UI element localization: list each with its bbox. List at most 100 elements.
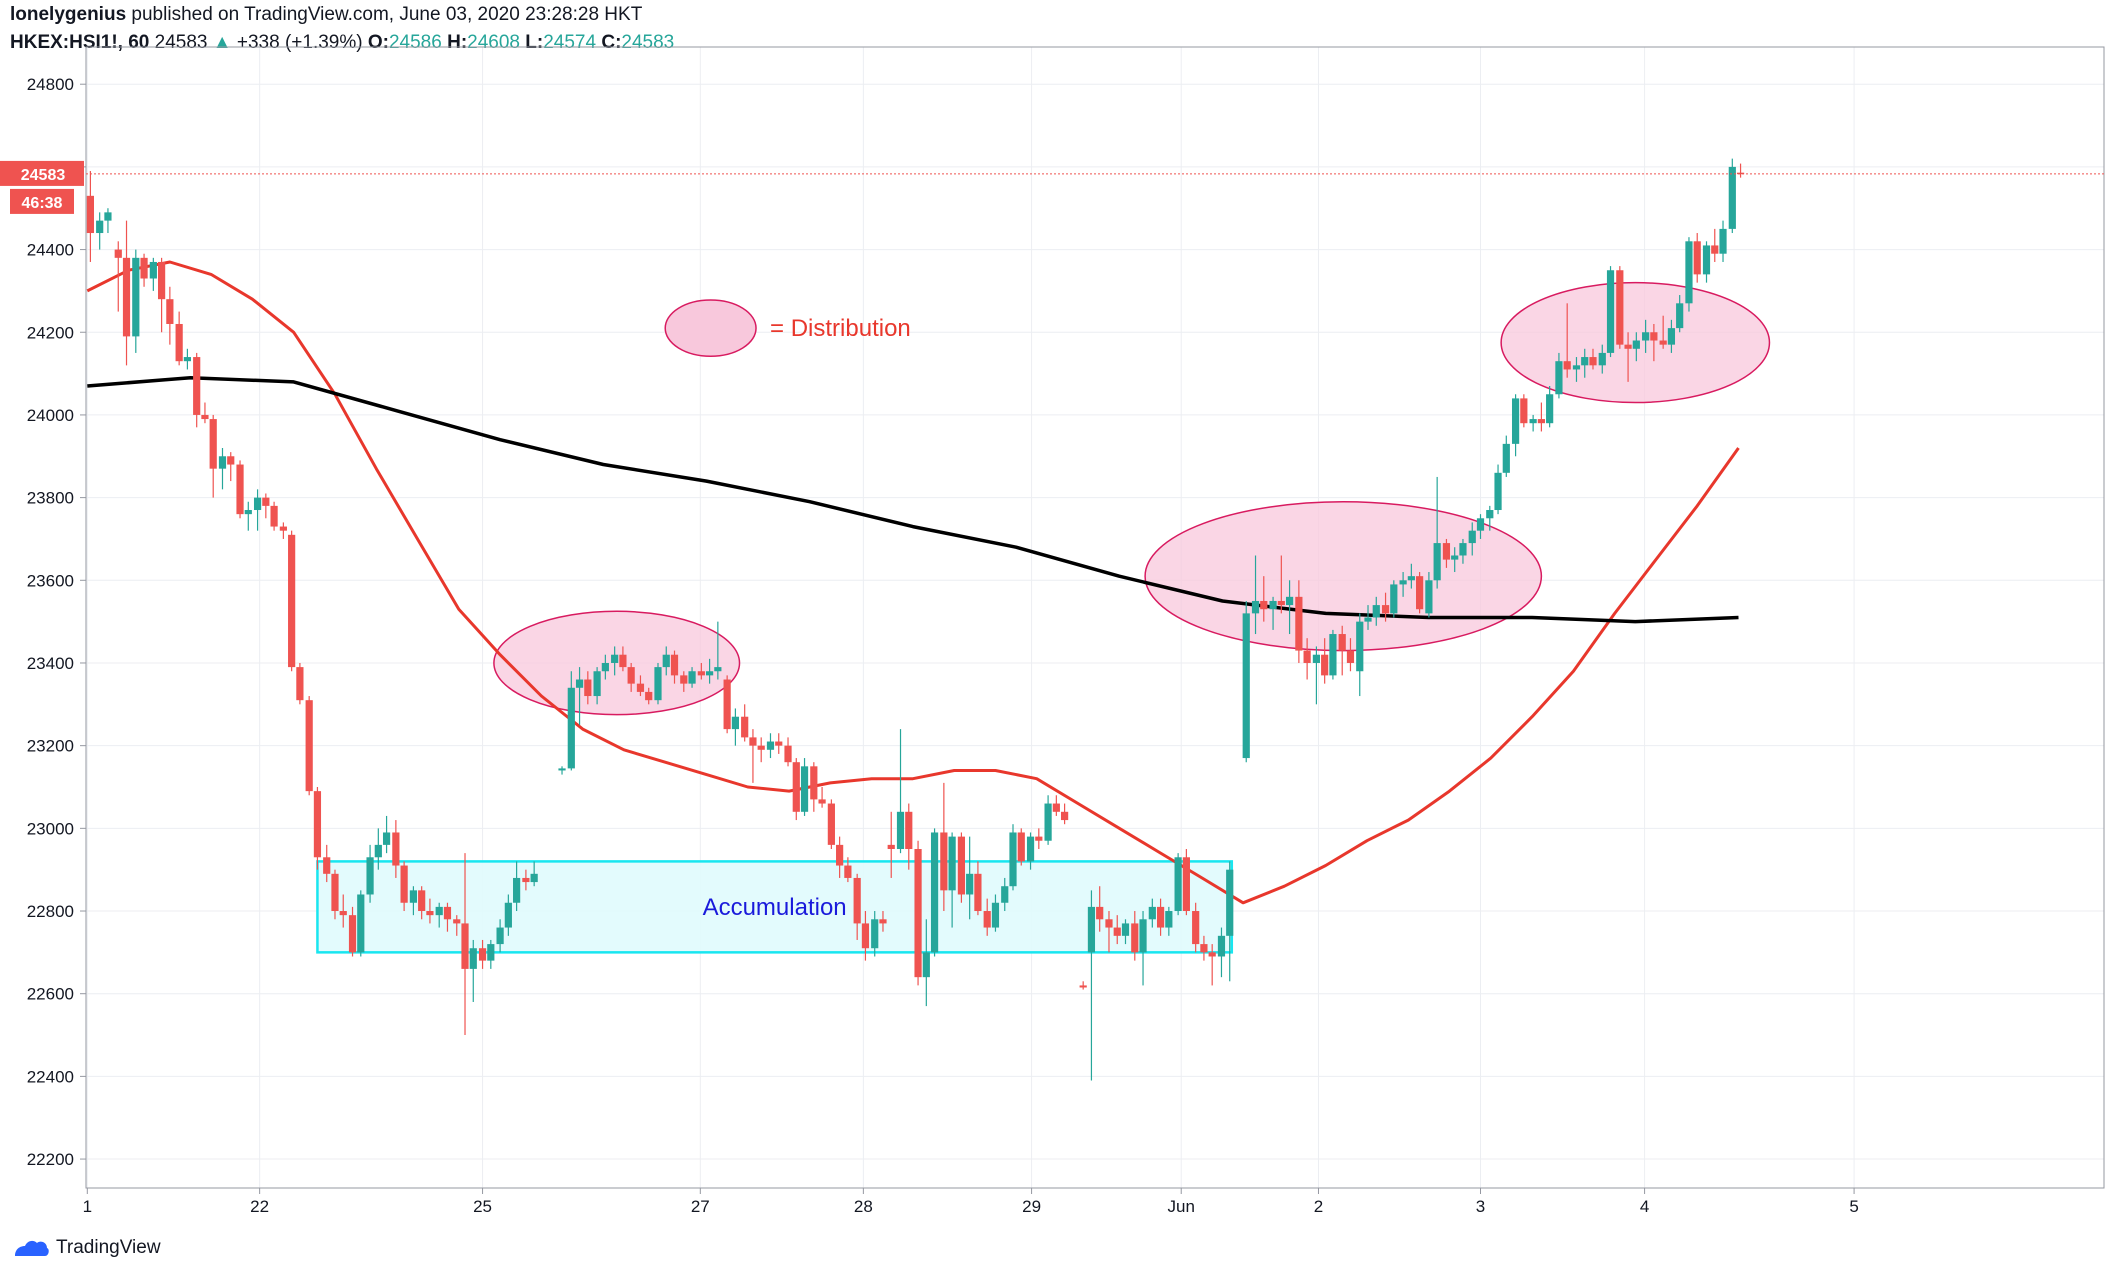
tradingview-brand[interactable]: TradingView [56,1237,161,1258]
candle-body [619,654,627,668]
x-tick-label: 27 [691,1197,710,1216]
publish-info: lonelygenius published on TradingView.co… [10,4,642,26]
tradingview-logo-icon [15,1240,49,1256]
candle-body [810,766,818,800]
candle-body [818,799,826,804]
candle-body [175,323,183,362]
candle-body [140,257,148,279]
candle-body [1693,241,1701,275]
candle-body [800,766,809,812]
candle-body [1381,605,1390,614]
candle-body [435,906,443,916]
candle-body [1442,543,1451,560]
candle-body [1719,228,1727,254]
candle-body [714,667,722,672]
candle-body [1096,906,1104,920]
last-price: 24583 [154,32,208,53]
candle-body [1009,832,1017,887]
y-tick-label: 24400 [27,241,74,260]
candle-body [331,873,339,912]
open-label: O: [367,32,389,53]
change-arrow-icon: ▲ [212,32,232,53]
candle-body [983,911,991,928]
candle-body [670,654,679,676]
candle-body [1711,245,1719,254]
candle-body [236,464,244,515]
candle-body [279,526,287,531]
candle-body [1321,654,1329,676]
candle-body [930,832,939,953]
candle-body [418,890,426,912]
candle-body [1685,241,1693,304]
candle-body [1659,340,1667,345]
candle-body [1026,836,1035,862]
candle-body [905,811,913,850]
y-tick-label: 23600 [27,571,74,590]
candle-body [1269,600,1277,610]
candle-body [409,890,418,903]
candle-body [522,877,530,883]
symbol-name[interactable]: HKEX:HSI1!, 60 [10,32,150,53]
candle-body [1451,555,1459,560]
candle-body [348,915,357,953]
candle-body [1372,605,1380,618]
candle-body [227,456,235,465]
bar-countdown-label: 46:38 [22,195,63,212]
candle-body [697,671,705,676]
candle-body [827,803,835,845]
candle-body [496,927,504,945]
close-value: 24583 [621,32,675,53]
candle-body [1052,803,1060,812]
y-tick-label: 23200 [27,737,74,756]
candle-body [374,844,382,858]
candle-body [1632,340,1640,349]
candle-body [288,534,296,668]
candle-body [836,844,844,866]
candle-body [218,456,227,469]
candle-body [741,716,749,738]
candle-body [478,948,487,961]
candle-body [530,873,538,883]
candle-body [323,857,331,874]
candle-body [871,919,879,949]
candle-body [1148,906,1156,920]
y-tick-label: 23800 [27,489,74,508]
accumulation-label: Accumulation [703,894,847,921]
candle-body [366,857,374,895]
candle-body [1511,398,1520,444]
candle-body [1061,811,1069,821]
candle-body [1079,985,1087,988]
price-badge: 24583 46:38 [0,160,84,214]
candle-body [1356,621,1364,672]
moving-averages [86,260,1740,905]
candle-body [1667,328,1676,345]
candle-body [1035,836,1043,841]
distribution-legend-swatch [664,299,757,357]
candle-body [1260,600,1268,610]
candle-body [96,220,104,234]
plot-frame [85,46,2105,1189]
candle-body [991,902,1000,928]
candle-body [1572,365,1581,370]
candle-body [567,687,575,769]
y-tick-label: 22200 [27,1150,74,1169]
candle-body [896,811,905,850]
candle-body [1555,361,1563,395]
candle-body [1407,576,1415,581]
candle-body [1156,906,1165,928]
candle-body [1364,617,1372,622]
candle-body [158,261,166,300]
candle-body [305,700,313,792]
current-price-label: 24583 [21,167,66,184]
chart-grid [86,47,2104,1188]
publish-text: published on TradingView.com, June 03, 2… [131,4,643,25]
candle-body [558,768,566,771]
candlesticks [86,158,1745,1081]
candle-body [453,919,461,924]
candle-body [1616,270,1624,345]
author-name[interactable]: lonelygenius [10,4,127,25]
high-value: 24608 [467,32,520,53]
candle-body [1017,832,1025,862]
candle-body [1468,530,1476,544]
